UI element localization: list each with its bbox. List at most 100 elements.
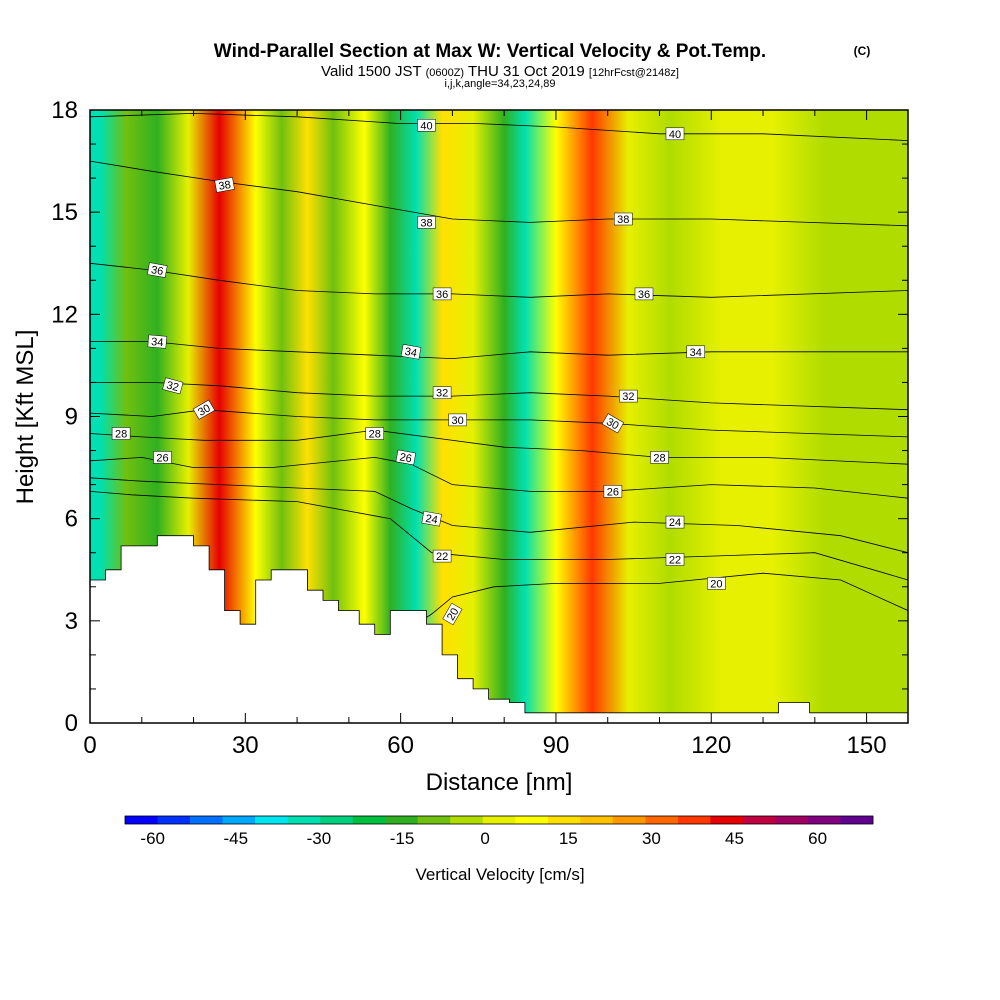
contour-label-text: 28 (115, 429, 127, 441)
subtitle-valid-time: Valid 1500 JST (321, 63, 421, 80)
colorbar: -60 -45 -30 -15 0 15 30 45 60 (124, 815, 874, 848)
contour-label-text: 38 (420, 217, 432, 229)
colorbar-swatch (190, 816, 223, 824)
y-tick-label: 15 (51, 199, 78, 226)
contour-label-box (365, 427, 384, 440)
colorbar-tick-label: 60 (808, 829, 827, 848)
contour-label-text: 28 (653, 452, 665, 464)
colorbar-swatch (645, 816, 679, 824)
chart-subtitle: Valid 1500 JST (0600Z) THU 31 Oct 2019 [… (321, 63, 679, 80)
contour-label: 38 (614, 212, 633, 226)
contour-label: 28 (650, 451, 669, 464)
colorbar-swatch (580, 816, 614, 824)
x-axis: 0 30 60 90 120 150 (83, 110, 887, 759)
contour-label-box (417, 119, 436, 132)
contour-label: 20 (442, 602, 463, 626)
contour-label-text: 30 (451, 415, 463, 427)
x-tick-label: 30 (232, 732, 259, 759)
contour-label-box (432, 549, 452, 563)
contour-label-box (421, 510, 442, 527)
contour-label-box (601, 413, 625, 434)
theta-contour-36 (90, 262, 908, 298)
x-axis-label: Distance [nm] (426, 769, 573, 796)
y-tick-label: 9 (65, 404, 78, 431)
contour-label-box (634, 287, 654, 301)
subtitle-date: THU 31 Oct 2019 (468, 63, 585, 80)
contour-label-box (111, 427, 131, 440)
x-tick-label: 0 (83, 732, 96, 759)
theta-contour-30 (90, 409, 908, 438)
contour-label-box (400, 344, 422, 360)
y-tick-label: 6 (65, 506, 78, 533)
contour-label-text: 28 (369, 429, 381, 441)
theta-contour-22 (90, 491, 908, 581)
theta-contour-26 (90, 456, 908, 499)
colorbar-swatch (807, 816, 841, 824)
contour-label-box (619, 389, 638, 403)
contour-label-box (614, 212, 633, 226)
contour-labels: 40 40 38 38 38 36 36 36 34 34 34 32 32 32 30 30 30 28 28 28… (111, 119, 726, 626)
contour-label-box (603, 485, 623, 498)
colorbar-swatch (482, 816, 516, 824)
colorbar-swatch (255, 816, 288, 824)
contour-label: 30 (448, 413, 467, 427)
contour-label-text: 20 (710, 578, 722, 590)
colorbar-swatch (385, 816, 418, 824)
contour-label: 36 (147, 262, 168, 278)
contour-label-box (214, 177, 235, 193)
contour-label: 34 (686, 345, 705, 359)
colorbar-swatch (515, 816, 549, 824)
contour-label-text: 36 (150, 264, 164, 278)
contour-label: 38 (417, 216, 436, 229)
contour-label: 28 (111, 427, 131, 441)
colorbar-swatch (320, 816, 353, 824)
theta-contour-38 (90, 160, 908, 227)
colorbar-swatch (677, 816, 711, 824)
x-tick-label: 90 (543, 732, 570, 759)
contour-label-box (707, 577, 726, 590)
colorbar-tick-label: 30 (642, 829, 661, 848)
colorbar-frame (124, 815, 874, 825)
colorbar-tick-label: -45 (224, 829, 249, 848)
colorbar-swatch (352, 816, 386, 824)
contour-label-text: 40 (669, 129, 681, 141)
contour-label-box (417, 216, 436, 229)
contour-label: 24 (665, 515, 685, 529)
colorbar-tick-label: -30 (307, 829, 332, 848)
contour-label-text: 36 (436, 289, 448, 301)
contour-label-box (147, 334, 168, 349)
contour-label: 22 (665, 553, 685, 567)
contour-label-text: 34 (404, 346, 418, 360)
y-tick-label: 0 (65, 710, 78, 737)
contour-label: 32 (162, 377, 184, 395)
contour-label: 38 (214, 177, 235, 193)
contour-label: 36 (432, 287, 452, 301)
contour-label-text: 38 (218, 179, 232, 193)
theta-contour-32 (90, 382, 908, 411)
contour-label: 26 (603, 485, 623, 498)
contour-label-text: 36 (638, 289, 650, 301)
colorbar-swatch (742, 816, 776, 824)
chart-title: Wind-Parallel Section at Max W: Vertical… (214, 41, 766, 62)
colorbar-swatch (417, 816, 451, 824)
contour-label: 40 (665, 127, 685, 141)
contour-label-text: 30 (604, 416, 621, 433)
contour-label-text: 32 (165, 379, 180, 394)
contour-label-text: 32 (622, 391, 634, 403)
contour-label-text: 26 (156, 452, 168, 464)
contour-label-box (448, 413, 467, 427)
x-tick-label: 150 (847, 732, 887, 759)
contour-label-box (432, 287, 452, 301)
colorbar-tick-label: 45 (725, 829, 744, 848)
contour-label-text: 38 (617, 214, 629, 226)
y-tick-label: 18 (51, 97, 78, 124)
contour-label-text: 40 (420, 120, 432, 132)
contour-label-text: 34 (151, 336, 164, 349)
contour-label: 30 (192, 399, 216, 420)
contour-label: 40 (417, 119, 436, 132)
x-tick-label: 120 (691, 732, 731, 759)
colorbar-label: Vertical Velocity [cm/s] (415, 865, 584, 884)
contour-label-text: 26 (399, 451, 413, 465)
theta-contour-28 (90, 429, 908, 465)
plot-area: 40 40 38 38 38 36 36 36 34 34 34 32 32 32 30 30 30 28 28 28… (90, 110, 908, 723)
